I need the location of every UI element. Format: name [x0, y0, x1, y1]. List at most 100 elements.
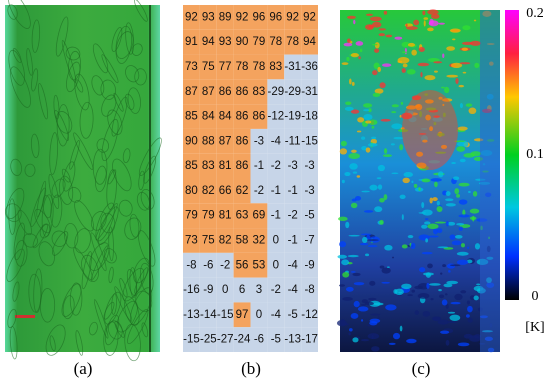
speckle — [379, 265, 385, 269]
grain — [38, 241, 55, 267]
speckle — [460, 290, 467, 294]
speckle — [368, 108, 372, 113]
speckle — [470, 40, 481, 46]
speckle — [442, 264, 447, 268]
speckle — [402, 177, 410, 184]
speckle — [381, 267, 391, 274]
speckle — [381, 281, 390, 284]
speckle — [350, 109, 360, 114]
cell-value: 69 — [253, 210, 266, 222]
cell-bg — [233, 277, 251, 303]
cell-bg — [250, 178, 268, 204]
cell-value: 86 — [236, 135, 249, 147]
speckle — [371, 43, 378, 46]
cell-value: -25 — [200, 334, 217, 346]
speckle — [454, 188, 460, 195]
cell-bg — [267, 104, 285, 129]
speckle — [363, 103, 373, 108]
speckle — [421, 224, 428, 229]
speckle — [423, 17, 429, 20]
grain — [92, 148, 108, 185]
speckle — [418, 133, 427, 135]
grain — [124, 296, 140, 326]
grain — [7, 0, 31, 29]
cell-bg — [216, 104, 234, 129]
speckle — [446, 280, 459, 285]
cell-value: 66 — [219, 185, 232, 197]
thermal-map: 0.2 0.1 0 — [336, 6, 544, 353]
cell-value: 94 — [202, 36, 215, 48]
cell-bg — [216, 302, 234, 328]
cell-bg — [183, 54, 200, 80]
speckle — [413, 183, 418, 188]
grain — [22, 233, 38, 248]
cell-bg — [267, 228, 285, 253]
grain — [12, 281, 20, 302]
speckle — [415, 103, 423, 111]
grain — [51, 230, 68, 247]
grain — [112, 158, 132, 192]
speckle — [363, 210, 374, 213]
grain — [90, 245, 109, 282]
speckle — [429, 126, 433, 132]
cell-bg — [216, 228, 234, 253]
speckle — [359, 48, 363, 53]
hot-spot — [402, 90, 458, 170]
cell-value: -1 — [288, 185, 298, 197]
speckle — [449, 314, 461, 321]
cell-bg — [301, 203, 318, 229]
speckle — [411, 95, 422, 101]
cell-value: -31 — [301, 86, 318, 98]
cell-bg — [250, 203, 268, 229]
speckle — [385, 34, 393, 38]
speckle — [458, 199, 468, 205]
speckle — [378, 33, 386, 37]
speckle — [458, 182, 470, 187]
speckle — [383, 10, 388, 15]
colorbar-tick: 0 — [532, 289, 539, 304]
speckle — [447, 311, 456, 314]
speckle — [374, 48, 380, 53]
speckle — [343, 42, 353, 47]
cell-bg — [183, 277, 200, 303]
cell-bg — [267, 29, 285, 55]
cell-value: -5 — [304, 210, 314, 222]
speckle — [427, 263, 433, 269]
speckle — [374, 206, 383, 213]
cell-value: 97 — [236, 309, 249, 321]
speckle — [422, 310, 431, 317]
grain — [61, 283, 82, 317]
grain — [8, 198, 17, 235]
edge-band — [480, 10, 500, 352]
speckle — [356, 175, 361, 178]
grain — [107, 169, 117, 185]
speckle — [432, 316, 442, 322]
cell-value: -2 — [220, 259, 230, 271]
speckle — [462, 71, 467, 74]
speckle — [449, 28, 461, 33]
speckle — [444, 86, 450, 94]
speckle — [410, 242, 416, 250]
speckle — [339, 241, 347, 248]
grain — [50, 194, 63, 228]
speckle — [452, 38, 456, 41]
cell-value: -17 — [301, 334, 318, 346]
grain — [34, 208, 51, 234]
speckle — [348, 234, 360, 237]
grain — [68, 50, 81, 81]
speckle — [422, 209, 433, 216]
grain — [33, 268, 43, 314]
speckle — [383, 194, 388, 201]
grain — [101, 118, 119, 162]
speckle — [423, 20, 426, 27]
cell-value: 62 — [236, 185, 249, 197]
speckle — [350, 202, 358, 209]
speckle — [399, 325, 403, 332]
speckle — [473, 19, 477, 22]
cell-bg — [301, 327, 318, 352]
cell-value: -13 — [183, 309, 200, 321]
cell-value: 82 — [219, 234, 232, 246]
speckle — [457, 342, 470, 347]
cell-bg — [183, 104, 200, 129]
cell-bg — [183, 178, 200, 204]
